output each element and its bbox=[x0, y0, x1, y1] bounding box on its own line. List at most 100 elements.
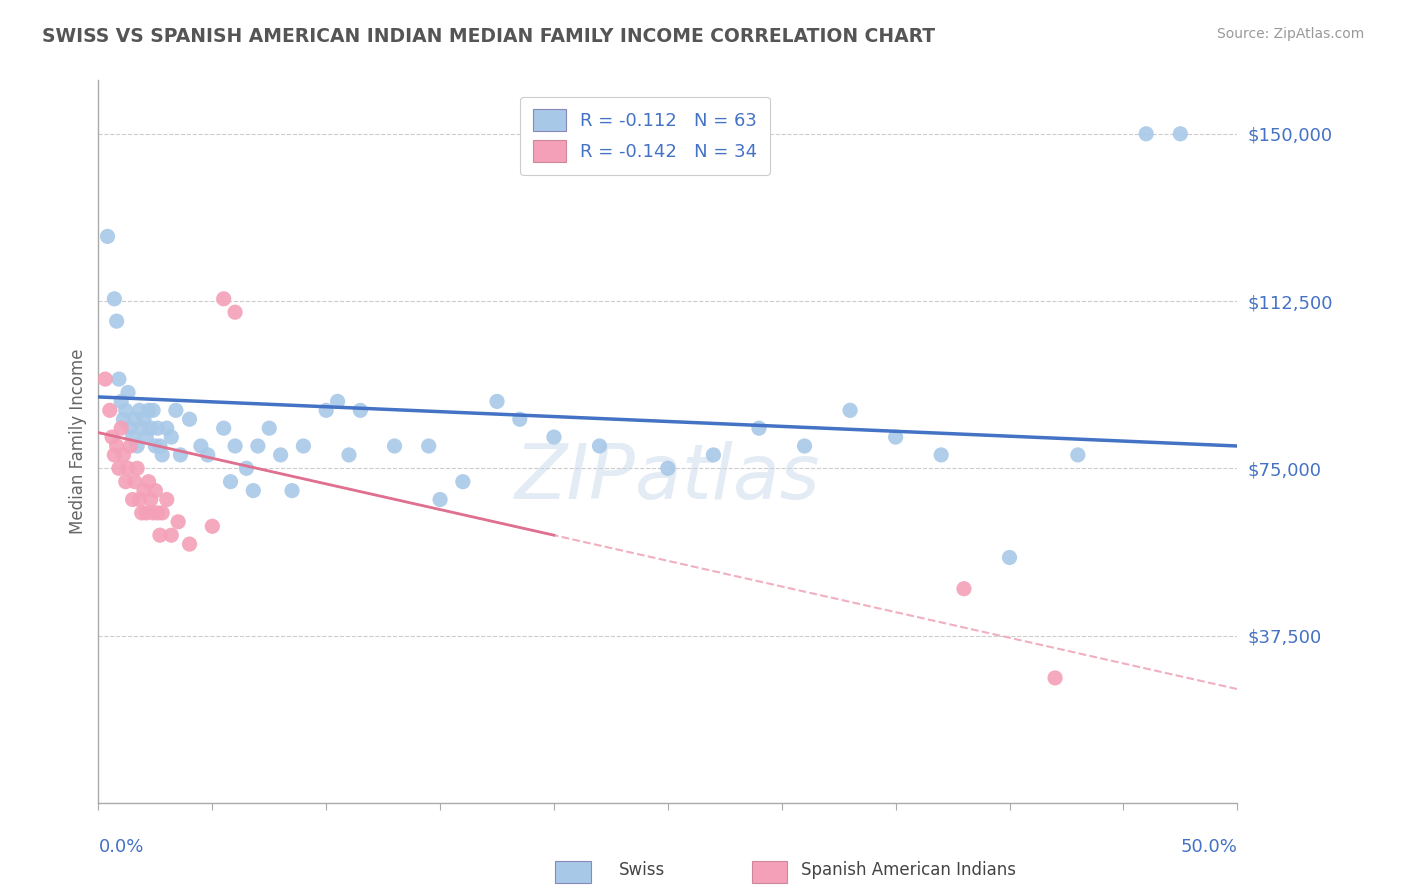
Point bbox=[149, 439, 172, 453]
Point bbox=[156, 421, 179, 435]
Point bbox=[160, 528, 183, 542]
Point bbox=[108, 372, 131, 386]
Point bbox=[543, 430, 565, 444]
Point bbox=[150, 506, 173, 520]
Point bbox=[105, 439, 128, 453]
Point bbox=[146, 506, 169, 520]
Point bbox=[190, 439, 212, 453]
Text: 0.0%: 0.0% bbox=[98, 838, 143, 855]
Point bbox=[139, 492, 162, 507]
Point bbox=[131, 506, 153, 520]
Point bbox=[114, 403, 136, 417]
Point bbox=[349, 403, 371, 417]
Point bbox=[124, 412, 146, 426]
Point bbox=[793, 439, 815, 453]
Point bbox=[486, 394, 509, 409]
Point bbox=[292, 439, 315, 453]
Point bbox=[179, 412, 201, 426]
Point bbox=[224, 305, 246, 319]
Point bbox=[101, 430, 124, 444]
Point bbox=[145, 483, 167, 498]
Point bbox=[702, 448, 724, 462]
Point bbox=[135, 506, 157, 520]
Point bbox=[117, 385, 139, 400]
Point bbox=[156, 492, 179, 507]
Point bbox=[103, 292, 125, 306]
Point bbox=[142, 403, 165, 417]
Point bbox=[139, 421, 162, 435]
Point bbox=[103, 448, 125, 462]
Point bbox=[146, 421, 169, 435]
Point bbox=[112, 412, 135, 426]
Point bbox=[384, 439, 406, 453]
Point bbox=[132, 412, 155, 426]
Point bbox=[219, 475, 242, 489]
Point bbox=[1067, 448, 1090, 462]
Point bbox=[281, 483, 304, 498]
Point bbox=[117, 461, 139, 475]
Y-axis label: Median Family Income: Median Family Income bbox=[69, 349, 87, 534]
Point bbox=[120, 439, 142, 453]
Point bbox=[169, 448, 191, 462]
Point bbox=[142, 506, 165, 520]
Point bbox=[127, 439, 149, 453]
Point bbox=[114, 475, 136, 489]
Point bbox=[110, 421, 132, 435]
Point bbox=[138, 475, 160, 489]
Point bbox=[98, 403, 121, 417]
Point bbox=[1135, 127, 1157, 141]
Legend: R = -0.112   N = 63, R = -0.142   N = 34: R = -0.112 N = 63, R = -0.142 N = 34 bbox=[520, 96, 769, 175]
Point bbox=[929, 448, 952, 462]
Point bbox=[135, 430, 157, 444]
Text: Source: ZipAtlas.com: Source: ZipAtlas.com bbox=[1216, 27, 1364, 41]
Point bbox=[165, 403, 187, 417]
Point bbox=[418, 439, 440, 453]
Text: Swiss: Swiss bbox=[619, 861, 665, 879]
Point bbox=[120, 421, 142, 435]
Point bbox=[138, 403, 160, 417]
Point bbox=[839, 403, 862, 417]
Point bbox=[884, 430, 907, 444]
Point bbox=[112, 448, 135, 462]
Point bbox=[588, 439, 610, 453]
Text: ZIPatlas: ZIPatlas bbox=[515, 441, 821, 515]
Point bbox=[145, 439, 167, 453]
Point bbox=[235, 461, 257, 475]
Point bbox=[150, 448, 173, 462]
Text: Spanish American Indians: Spanish American Indians bbox=[801, 861, 1017, 879]
Point bbox=[197, 448, 219, 462]
Point bbox=[315, 403, 337, 417]
Point bbox=[212, 421, 235, 435]
Point bbox=[128, 403, 150, 417]
Point bbox=[337, 448, 360, 462]
Point bbox=[326, 394, 349, 409]
Point bbox=[131, 421, 153, 435]
Point bbox=[212, 292, 235, 306]
Point bbox=[429, 492, 451, 507]
Point bbox=[127, 461, 149, 475]
Point bbox=[242, 483, 264, 498]
Point bbox=[110, 394, 132, 409]
Point bbox=[1043, 671, 1066, 685]
Point bbox=[94, 372, 117, 386]
Point bbox=[160, 430, 183, 444]
Point bbox=[121, 430, 143, 444]
Point bbox=[121, 492, 143, 507]
Point bbox=[657, 461, 679, 475]
Point bbox=[105, 314, 128, 328]
Point bbox=[96, 229, 118, 244]
Text: 50.0%: 50.0% bbox=[1181, 838, 1237, 855]
Point bbox=[998, 550, 1021, 565]
Point bbox=[201, 519, 224, 533]
Point bbox=[224, 439, 246, 453]
Point bbox=[748, 421, 770, 435]
Point bbox=[509, 412, 531, 426]
Text: SWISS VS SPANISH AMERICAN INDIAN MEDIAN FAMILY INCOME CORRELATION CHART: SWISS VS SPANISH AMERICAN INDIAN MEDIAN … bbox=[42, 27, 935, 45]
Point bbox=[451, 475, 474, 489]
Point bbox=[108, 461, 131, 475]
Point bbox=[149, 528, 172, 542]
Point bbox=[132, 483, 155, 498]
Point bbox=[953, 582, 976, 596]
Point bbox=[124, 475, 146, 489]
Point bbox=[246, 439, 269, 453]
